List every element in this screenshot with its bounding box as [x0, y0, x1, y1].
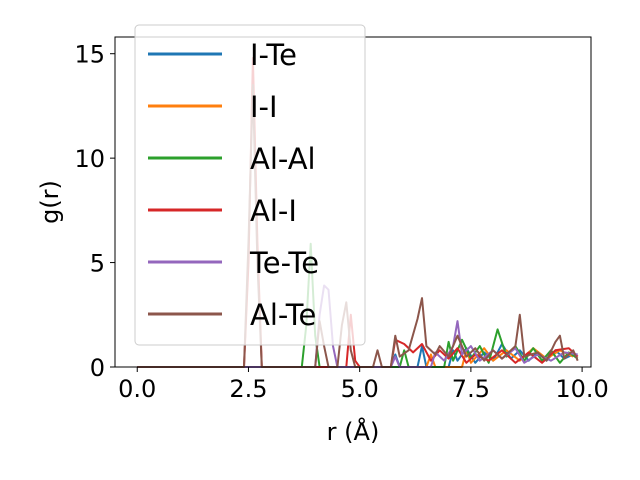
x-tick-label: 5.0 — [341, 375, 379, 403]
legend-label: Al-I — [250, 194, 297, 228]
legend: I-Te I-I Al-Al Al-I Te-Te Al-Te — [134, 24, 366, 346]
legend-label: Al-Al — [250, 142, 316, 176]
y-tick-label: 15 — [74, 41, 105, 69]
x-tick-label: 7.5 — [452, 375, 490, 403]
x-tick-label: 10.0 — [555, 375, 608, 403]
x-axis-label: r (Å) — [327, 417, 380, 446]
y-tick-label: 0 — [90, 354, 105, 382]
y-tick-label: 5 — [90, 250, 105, 278]
legend-label: I-Te — [250, 38, 297, 72]
y-tick-label: 10 — [74, 145, 105, 173]
legend-label: Te-Te — [249, 246, 319, 280]
y-axis-label: g(r) — [36, 180, 64, 224]
legend-box — [134, 24, 366, 346]
legend-label: Al-Te — [250, 298, 316, 332]
axis-ticks: 0.0 2.5 5.0 7.5 10.0 0 5 10 15 — [74, 41, 608, 403]
legend-label: I-I — [250, 90, 278, 124]
x-tick-label: 0.0 — [118, 375, 156, 403]
x-tick-label: 2.5 — [229, 375, 267, 403]
